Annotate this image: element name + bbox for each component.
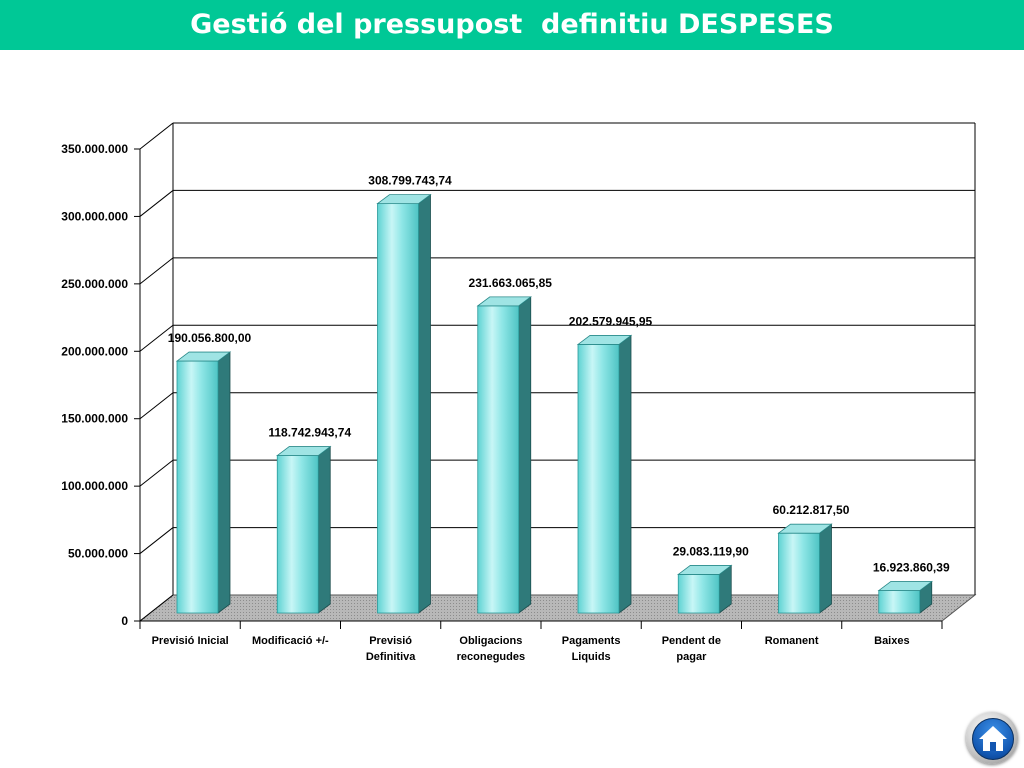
home-button[interactable] — [966, 712, 1018, 764]
x-tick-label: Romanent — [765, 635, 819, 647]
data-label: 60.212.817,50 — [773, 503, 850, 517]
gridline-side — [139, 527, 174, 554]
x-tick-label: Baixes — [874, 635, 909, 647]
x-tick-label: Definitiva — [366, 651, 416, 663]
data-label: 29.083.119,90 — [673, 544, 749, 558]
bar-side — [217, 351, 231, 614]
bar-side — [819, 523, 832, 614]
bar-top — [576, 335, 633, 345]
bar-top — [877, 581, 933, 591]
bar-top — [777, 523, 833, 534]
bar — [276, 455, 319, 614]
y-tick-label: 50.000.000 — [68, 547, 128, 561]
data-label: 308.799.743,74 — [368, 174, 452, 188]
home-icon-circle — [972, 718, 1014, 760]
y-tick-label: 200.000.000 — [61, 344, 128, 358]
bar — [477, 305, 520, 614]
y-tick-label: 150.000.000 — [61, 412, 128, 426]
data-label: 190.056.800,00 — [168, 331, 252, 345]
y-tick-label: 350.000.000 — [61, 142, 128, 156]
y-tick-label: 300.000.000 — [61, 209, 128, 223]
page-title: Gestió del pressupost definitiu DESPESES — [190, 9, 834, 40]
gridline-side — [139, 459, 174, 487]
gridline-side — [139, 324, 174, 352]
bar-top — [276, 446, 332, 456]
bar — [577, 344, 620, 614]
gridline-side — [139, 190, 174, 217]
bar-top — [677, 565, 733, 575]
bar-top — [476, 296, 532, 307]
data-label: 231.663.065,85 — [469, 276, 553, 290]
y-tick-label: 250.000.000 — [61, 277, 128, 291]
bar-top — [376, 194, 432, 205]
bar-top — [175, 351, 232, 362]
x-tick-label: Pagaments — [562, 635, 621, 647]
chart-floor — [138, 594, 977, 622]
data-label: 202.579.945,95 — [569, 314, 653, 328]
data-label: 118.742.943,74 — [268, 426, 351, 440]
bar — [677, 574, 720, 614]
bar — [377, 203, 419, 614]
x-tick-label: Liquids — [572, 651, 611, 663]
x-tick-label: Previsió — [369, 635, 412, 647]
y-tick-label: 0 — [121, 614, 128, 628]
bar — [176, 360, 219, 614]
bar — [778, 532, 820, 614]
x-tick-label: pagar — [676, 651, 707, 663]
bar-side — [317, 445, 331, 614]
y-tick-label: 100.000.000 — [61, 479, 128, 493]
x-tick-label: Obligacions — [459, 635, 522, 647]
bar-side — [418, 193, 431, 614]
x-tick-label: reconegudes — [457, 651, 525, 663]
bar — [878, 590, 921, 614]
x-tick-label: Modificació +/- — [252, 635, 329, 647]
bar-side — [518, 296, 532, 614]
gridline-side — [139, 257, 174, 285]
bar-side — [618, 334, 632, 614]
axis-depth — [139, 594, 174, 622]
home-icon — [979, 726, 1007, 751]
x-tick-label: Previsió Inicial — [152, 635, 229, 647]
title-bar — [0, 0, 1024, 50]
gridline-side — [139, 122, 174, 150]
x-tick-label: Pendent de — [662, 635, 721, 647]
gridline-side — [139, 392, 174, 420]
data-label: 16.923.860,39 — [873, 561, 950, 575]
